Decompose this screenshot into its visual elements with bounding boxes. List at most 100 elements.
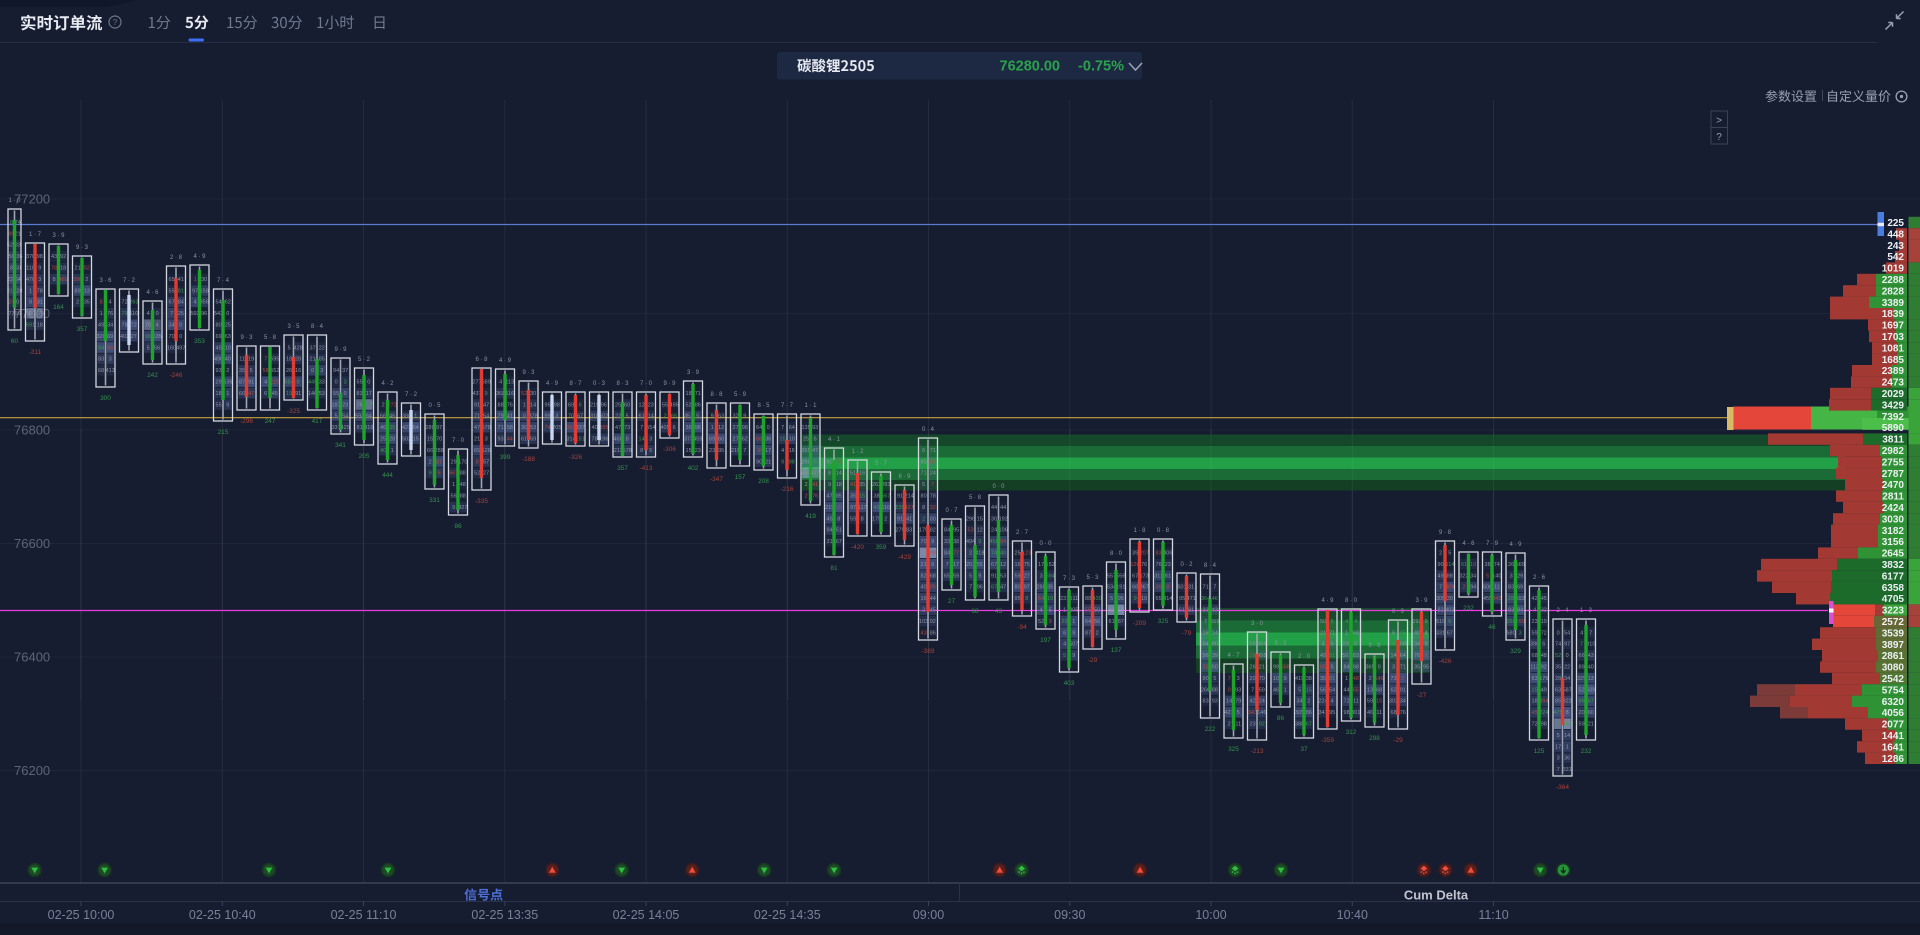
svg-text:8: 8 [828, 471, 831, 477]
svg-text:25: 25 [225, 323, 231, 329]
svg-text:96: 96 [201, 311, 207, 317]
svg-text:31: 31 [37, 300, 43, 306]
svg-text:92: 92 [1541, 665, 1547, 671]
svg-text:226: 226 [7, 277, 16, 283]
svg-text:24: 24 [1259, 699, 1265, 705]
svg-text:4 · 7: 4 · 7 [1227, 653, 1240, 659]
svg-text:351: 351 [684, 414, 693, 420]
svg-text:68: 68 [1532, 653, 1538, 659]
svg-text:95: 95 [1329, 710, 1335, 716]
svg-text:48: 48 [1353, 676, 1359, 682]
svg-text:5: 5 [922, 482, 925, 488]
svg-text:77200: 77200 [14, 192, 50, 207]
svg-text:55: 55 [1353, 687, 1359, 693]
svg-text:7: 7 [1204, 619, 1207, 625]
svg-text:91: 91 [248, 380, 254, 386]
svg-text:61: 61 [1179, 608, 1185, 614]
svg-text:320: 320 [97, 334, 106, 340]
svg-text:3: 3 [485, 437, 488, 443]
svg-text:91: 91 [474, 402, 480, 408]
svg-text:33: 33 [944, 539, 950, 545]
svg-text:1081: 1081 [1882, 343, 1905, 354]
svg-text:8: 8 [640, 448, 643, 454]
svg-text:1019: 1019 [1882, 264, 1905, 275]
svg-text:52: 52 [521, 391, 527, 397]
svg-text:98: 98 [742, 425, 748, 431]
svg-text:9 · 3: 9 · 3 [240, 335, 253, 341]
svg-text:6177: 6177 [1882, 571, 1905, 582]
svg-text:35: 35 [1555, 665, 1561, 671]
svg-text:3: 3 [109, 357, 112, 363]
svg-text:65: 65 [1320, 665, 1326, 671]
svg-text:4: 4 [1331, 699, 1334, 705]
svg-text:45: 45 [216, 345, 222, 351]
svg-text:5: 5 [1213, 676, 1216, 682]
svg-text:-326: -326 [569, 454, 582, 461]
svg-text:59: 59 [953, 573, 959, 579]
svg-text:83: 83 [1203, 699, 1209, 705]
svg-text:38: 38 [1485, 562, 1491, 568]
svg-text:21: 21 [1588, 722, 1594, 728]
svg-text:224: 224 [1539, 710, 1548, 716]
svg-text:578: 578 [623, 448, 632, 454]
svg-text:2645: 2645 [1882, 549, 1905, 560]
svg-text:2: 2 [969, 551, 972, 557]
svg-text:2572: 2572 [1882, 617, 1905, 628]
svg-text:8: 8 [297, 380, 300, 386]
svg-text:31: 31 [827, 539, 833, 545]
svg-text:81: 81 [357, 425, 363, 431]
svg-text:6358: 6358 [1882, 583, 1905, 594]
svg-text:09:30: 09:30 [1054, 908, 1085, 922]
svg-text:88: 88 [1085, 596, 1091, 602]
svg-text:5: 5 [1448, 551, 1451, 557]
svg-text:3: 3 [38, 277, 41, 283]
svg-text:413: 413 [106, 368, 115, 374]
svg-text:28: 28 [295, 357, 301, 363]
svg-text:1641: 1641 [1882, 742, 1905, 753]
svg-text:56: 56 [15, 311, 21, 317]
svg-text:80: 80 [921, 459, 927, 465]
svg-text:554: 554 [646, 425, 655, 431]
svg-text:542: 542 [214, 311, 223, 317]
svg-text:220: 220 [1342, 642, 1351, 648]
svg-text:15: 15 [686, 448, 692, 454]
svg-text:316: 316 [7, 288, 16, 294]
svg-text:47: 47 [483, 402, 489, 408]
svg-text:98: 98 [789, 459, 795, 465]
svg-text:2: 2 [922, 516, 925, 522]
svg-text:5: 5 [696, 414, 699, 420]
svg-text:298: 298 [802, 459, 811, 465]
svg-text:6: 6 [673, 425, 676, 431]
svg-text:7 · 0: 7 · 0 [452, 438, 465, 444]
svg-text:56: 56 [1094, 619, 1100, 625]
svg-text:1: 1 [1566, 744, 1569, 750]
svg-text:25: 25 [803, 437, 809, 443]
svg-text:2: 2 [76, 300, 79, 306]
svg-text:205: 205 [552, 425, 561, 431]
svg-text:1 · 8: 1 · 8 [1133, 528, 1146, 534]
svg-text:47: 47 [615, 425, 621, 431]
svg-text:4: 4 [156, 323, 159, 329]
svg-text:77: 77 [8, 311, 14, 317]
svg-text:99: 99 [1273, 665, 1279, 671]
svg-text:364: 364 [1201, 596, 1210, 602]
svg-text:18: 18 [1532, 699, 1538, 705]
svg-text:?: ? [1716, 132, 1722, 143]
svg-text:58: 58 [263, 368, 269, 374]
svg-text:7: 7 [38, 311, 41, 317]
svg-text:580: 580 [1507, 630, 1516, 636]
svg-text:595: 595 [270, 357, 279, 363]
svg-text:98: 98 [37, 254, 43, 260]
svg-text:0: 0 [335, 380, 338, 386]
svg-text:5 · 8: 5 · 8 [264, 335, 277, 341]
svg-text:224: 224 [1319, 699, 1328, 705]
svg-text:29: 29 [1062, 619, 1068, 625]
svg-text:2982: 2982 [1882, 446, 1905, 457]
svg-text:425: 425 [341, 425, 350, 431]
svg-text:552: 552 [270, 368, 279, 374]
svg-text:3223: 3223 [1882, 606, 1905, 617]
svg-text:398: 398 [73, 277, 82, 283]
svg-text:90: 90 [827, 459, 833, 465]
svg-text:19: 19 [248, 357, 254, 363]
svg-text:137: 137 [1111, 647, 1122, 654]
